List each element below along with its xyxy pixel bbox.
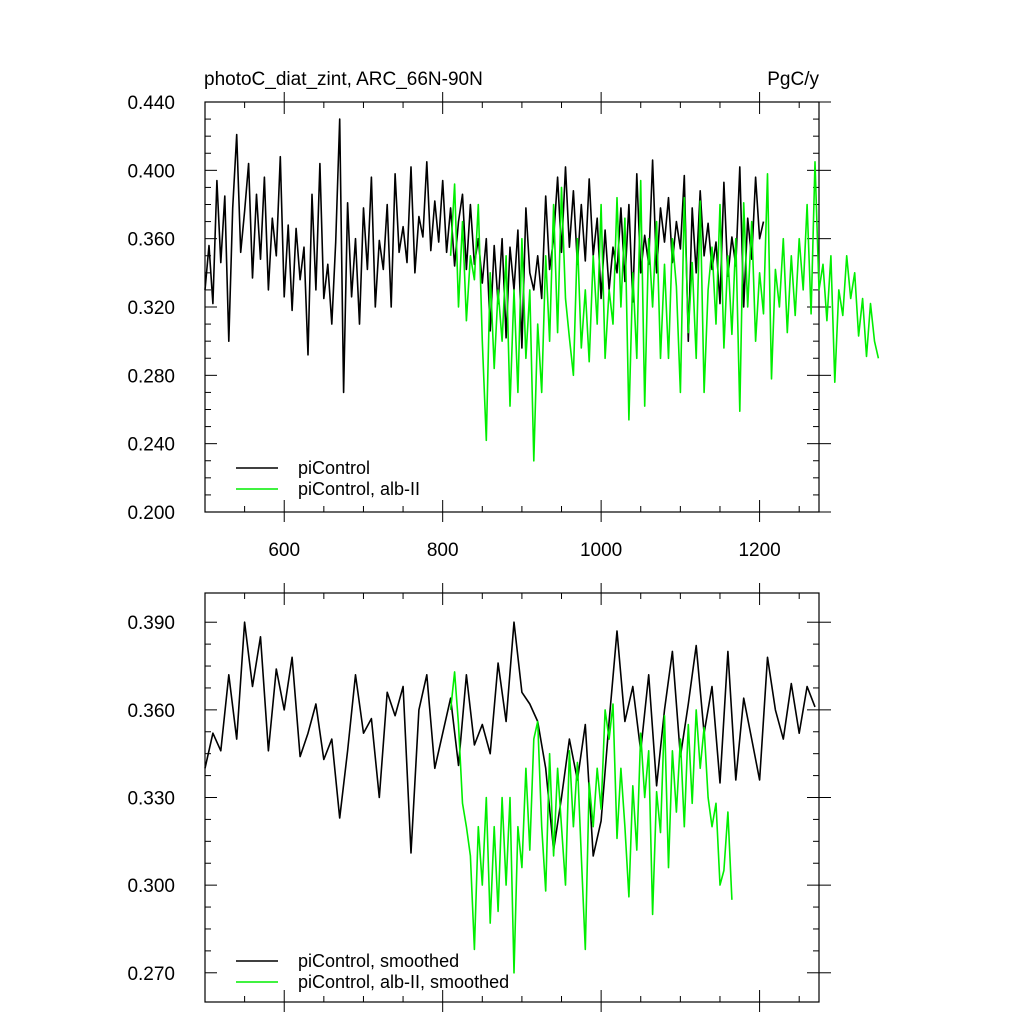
top-legend-label-albii: piControl, alb-II — [298, 479, 420, 499]
bottom-legend-label-picontrol: piControl, smoothed — [298, 951, 459, 971]
bottom-axis-ticks: 0.270 0.300 0.330 0.360 0.390 — [127, 583, 831, 1012]
bottom-y-tick-label: 0.270 — [127, 964, 175, 985]
bottom-y-tick-label: 0.330 — [127, 789, 175, 810]
bottom-series-line-0 — [204, 621, 816, 857]
bottom-panel: 0.270 0.300 0.330 0.360 0.390 piControl, smo… — [127, 583, 831, 1012]
bottom-legend: piControl, smoothed piControl, alb-II, s… — [236, 951, 509, 992]
top-x-tick-label: 800 — [427, 540, 459, 561]
top-y-tick-label: 0.440 — [127, 93, 175, 114]
bottom-series-line-1 — [449, 671, 733, 974]
bottom-y-tick-label: 0.390 — [127, 613, 175, 634]
top-y-tick-label: 0.360 — [127, 230, 175, 251]
bottom-legend-label-albii: piControl, alb-II, smoothed — [298, 972, 509, 992]
top-x-tick-label: 1200 — [738, 540, 780, 561]
top-chart-units: PgC/y — [767, 69, 819, 90]
bottom-y-tick-label: 0.300 — [127, 876, 175, 897]
top-y-tick-label: 0.200 — [127, 503, 175, 524]
top-x-tick-label: 600 — [268, 540, 300, 561]
top-y-tick-label: 0.240 — [127, 435, 175, 456]
top-x-tick-label: 1000 — [580, 540, 622, 561]
top-y-tick-label: 0.400 — [127, 161, 175, 182]
top-y-tick-label: 0.280 — [127, 366, 175, 387]
top-legend-label-picontrol: piControl — [298, 458, 370, 478]
top-y-tick-label: 0.320 — [127, 298, 175, 319]
top-chart-title: photoC_diat_zint, ARC_66N-90N — [204, 69, 483, 90]
top-panel: photoC_diat_zint, ARC_66N-90N PgC/y 600 8… — [127, 69, 880, 561]
top-legend: piControl piControl, alb-II — [236, 458, 420, 499]
top-series-line-0 — [204, 118, 765, 394]
top-series-line-1 — [449, 161, 880, 462]
top-plot-frame — [204, 101, 820, 513]
bottom-y-tick-label: 0.360 — [127, 701, 175, 722]
top-series-lines — [204, 118, 880, 462]
top-axis-ticks: 600 800 1000 1200 0.200 0.240 0.280 0.320 0.360 0… — [127, 92, 831, 561]
bottom-series-lines — [204, 621, 816, 974]
